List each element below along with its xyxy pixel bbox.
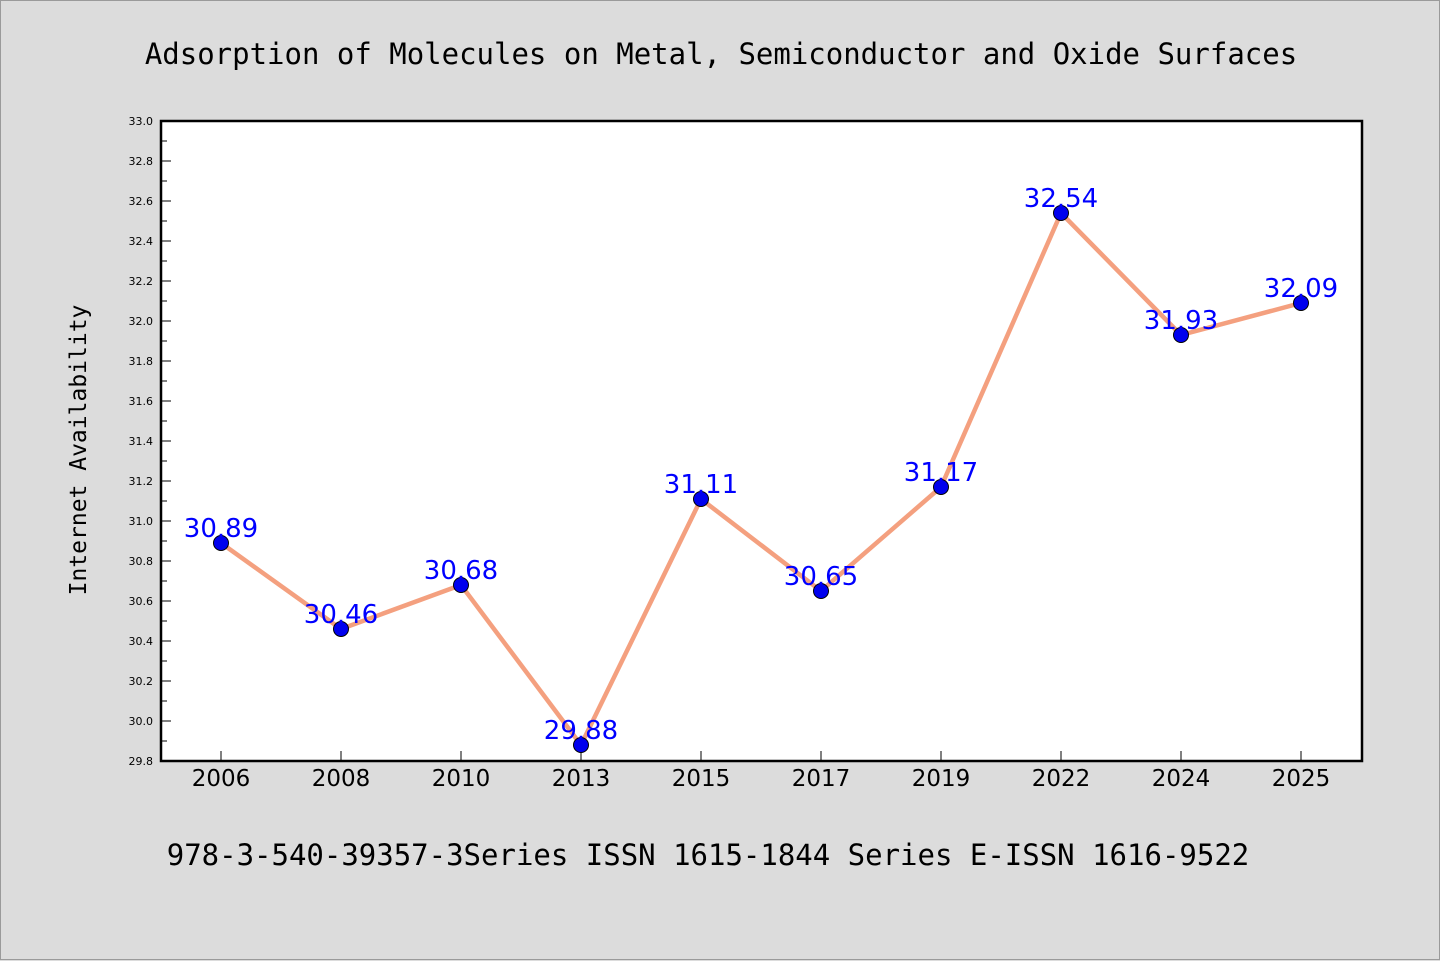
- y-axis: 29.8 30.0 30.2 30.4 30.6 30.8 31.0 31.2 31.4 31.6…: [129, 115, 171, 768]
- y-tick-label: 31.6: [129, 395, 154, 408]
- x-tick-label: 2024: [1152, 766, 1211, 792]
- data-label: 32.54: [1024, 184, 1098, 214]
- x-tick-label: 2008: [312, 766, 371, 792]
- y-tick-label: 32.6: [129, 195, 154, 208]
- x-tick-label: 2025: [1272, 766, 1331, 792]
- series-layer: 30.89 30.46 30.68 29.88 31.11 30.65 31.17 32.54…: [184, 184, 1338, 753]
- x-tick-label: 2019: [912, 766, 971, 792]
- y-tick-label: 32.4: [129, 235, 154, 248]
- x-tick-label: 2022: [1032, 766, 1091, 792]
- y-tick-label: 31.2: [129, 475, 154, 488]
- x-tick-label: 2017: [792, 766, 851, 792]
- data-point: [1173, 327, 1189, 343]
- y-tick-label: 31.0: [129, 515, 154, 528]
- x-axis: 2006 2008 2010 2013 2015 2017 2019 2022 2024 2025: [192, 751, 1331, 792]
- y-tick-label: 32.2: [129, 275, 154, 288]
- x-tick-label: 2006: [192, 766, 251, 792]
- data-point: [1293, 295, 1309, 311]
- plot-border: [159, 119, 1364, 763]
- data-label: 30.65: [784, 562, 858, 592]
- series-line: [218, 210, 1304, 748]
- data-point: [933, 479, 949, 495]
- data-label: 30.46: [304, 600, 378, 630]
- data-label: 29.88: [544, 716, 618, 746]
- y-tick-label: 32.8: [129, 155, 154, 168]
- y-tick-label: 30.0: [129, 715, 154, 728]
- data-point: [693, 491, 709, 507]
- y-tick-label: 32.0: [129, 315, 154, 328]
- x-tick-label: 2010: [432, 766, 491, 792]
- data-label: 31.17: [904, 458, 978, 488]
- y-axis-label: Internet Availability: [66, 305, 92, 596]
- data-point: [573, 737, 589, 753]
- data-label: 31.93: [1144, 306, 1218, 336]
- data-label: 32.09: [1264, 274, 1338, 304]
- data-point: [813, 583, 829, 599]
- data-point: [333, 621, 349, 637]
- y-tick-label: 30.6: [129, 595, 154, 608]
- data-point: [453, 577, 469, 593]
- data-label: 30.89: [184, 514, 258, 544]
- data-point: [213, 535, 229, 551]
- y-tick-label: 30.8: [129, 555, 154, 568]
- plot-area: [161, 121, 1362, 761]
- y-tick-label: 29.8: [129, 755, 154, 768]
- data-label: 30.68: [424, 556, 498, 586]
- y-tick-label: 31.8: [129, 355, 154, 368]
- y-tick-label: 33.0: [129, 115, 154, 128]
- y-tick-label: 31.4: [129, 435, 154, 448]
- x-tick-label: 2013: [552, 766, 611, 792]
- x-tick-label: 2015: [672, 766, 731, 792]
- chart-subtitle: 978-3-540-39357-3Series ISSN 1615-1844 S…: [167, 838, 1250, 872]
- y-tick-label: 30.4: [129, 635, 154, 648]
- y-tick-label: 30.2: [129, 675, 154, 688]
- chart-title: Adsorption of Molecules on Metal, Semico…: [145, 37, 1297, 71]
- data-point: [1053, 205, 1069, 221]
- data-label: 31.11: [664, 470, 738, 500]
